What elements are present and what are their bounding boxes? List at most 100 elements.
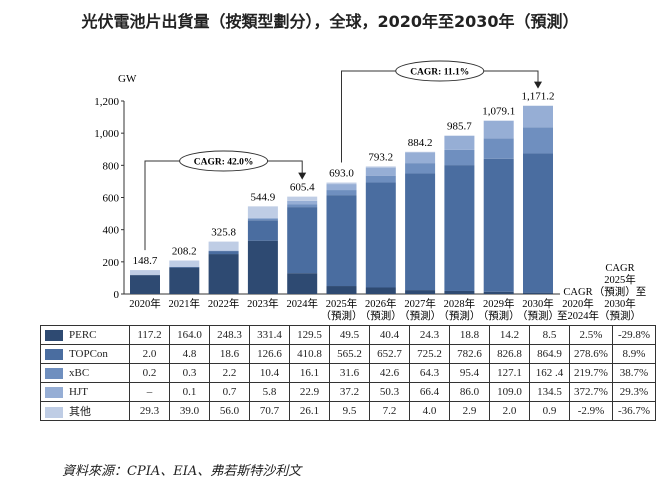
y-tick-label: 200 bbox=[103, 257, 120, 269]
bar-segment-其他 bbox=[208, 241, 239, 251]
bar-segment-HJT bbox=[326, 184, 357, 191]
table-cell: 16.1 bbox=[289, 363, 330, 383]
bar-segment-TOPCon bbox=[365, 182, 396, 288]
legend-swatch bbox=[45, 348, 63, 360]
bar-total-label: 985.7 bbox=[447, 120, 472, 132]
table-cell: 782.6 bbox=[449, 344, 490, 364]
bar-segment-xBC bbox=[405, 163, 436, 174]
bar-segment-PERC bbox=[523, 292, 553, 294]
table-cell: 64.3 bbox=[409, 363, 450, 383]
table-cell: 31.6 bbox=[329, 363, 370, 383]
table-cell: 248.3 bbox=[209, 325, 250, 345]
series-name: PERC bbox=[69, 329, 97, 341]
x-tick-label: 2022年 bbox=[208, 297, 240, 310]
table-cell: 109.0 bbox=[489, 382, 530, 402]
bar-segment-TOPCon bbox=[483, 158, 514, 292]
table-cell: – bbox=[129, 382, 170, 402]
row-label: HJT bbox=[40, 382, 130, 402]
table-cell: 95.4 bbox=[449, 363, 490, 383]
table-row: 其他 29.3 39.0 56.0 70.7 26.1 9.5 7.2 4.0 2.9 2.0 0.9… bbox=[40, 401, 656, 421]
table-row: xBC 0.2 0.3 2.2 10.4 16.1 31.6 42.6 64.3 95.4 127.… bbox=[40, 363, 656, 383]
bar-segment-xBC bbox=[444, 149, 475, 166]
bar-segment-其他 bbox=[326, 182, 357, 185]
table-cell: 2.0 bbox=[129, 344, 170, 364]
bar-segment-xBC bbox=[483, 138, 514, 159]
bar-segment-TOPCon bbox=[444, 165, 475, 291]
x-tick-label-sub: （預測） bbox=[478, 309, 520, 322]
table-cell: 18.6 bbox=[209, 344, 250, 364]
bar-segment-其他 bbox=[365, 166, 396, 168]
cagr-header: （預測）至 bbox=[594, 285, 647, 298]
bar-segment-HJT bbox=[444, 135, 475, 150]
bar-segment-TOPCon bbox=[523, 153, 553, 293]
series-name: TOPCon bbox=[69, 348, 108, 360]
x-tick-label-sub: （預測） bbox=[438, 309, 480, 322]
cagr-header: 2020年 bbox=[562, 297, 594, 310]
x-tick-label: 2021年 bbox=[169, 297, 201, 310]
bar-total-label: 544.9 bbox=[251, 191, 276, 203]
table-cell: 126.6 bbox=[249, 344, 290, 364]
table-cell: 22.9 bbox=[289, 382, 330, 402]
y-tick-label: 1,000 bbox=[94, 128, 119, 140]
cagr-header: 2030年 bbox=[604, 297, 636, 310]
bar-total-label: 884.2 bbox=[408, 137, 433, 149]
bar-total-label: 1,171.2 bbox=[522, 91, 555, 103]
source-note: 資料來源：CPIA、EIA、弗若斯特沙利文 bbox=[62, 464, 302, 479]
x-tick-label: 2029年 bbox=[483, 297, 515, 310]
bar-segment-其他 bbox=[130, 270, 160, 275]
bar-total-label: 793.2 bbox=[368, 151, 393, 163]
y-tick-label: 800 bbox=[103, 160, 120, 172]
bar-total-label: 693.0 bbox=[329, 168, 354, 180]
bar-segment-xBC bbox=[365, 175, 396, 183]
table-cell: 14.2 bbox=[489, 325, 530, 345]
table-cell: 9.5 bbox=[329, 401, 370, 421]
x-tick-label-sub: （預測） bbox=[517, 309, 559, 322]
legend-swatch bbox=[45, 367, 63, 379]
bar-segment-PERC bbox=[444, 290, 475, 294]
stacked-bar-chart: GW 0 200 400 600 800 1,000 1,200 148.7 2020年 208.2… bbox=[94, 60, 647, 322]
bar-segment-其他 bbox=[287, 196, 318, 201]
cagr-cell: -2.9% bbox=[569, 401, 613, 421]
cagr-cell: 372.7% bbox=[569, 382, 613, 402]
cagr-header: （預測） bbox=[599, 309, 641, 322]
y-tick-label: 600 bbox=[103, 193, 120, 205]
x-tick-label-sub: （預測） bbox=[399, 309, 441, 322]
cagr-cell: 2.5% bbox=[569, 325, 613, 345]
bar-segment-xBC bbox=[523, 127, 553, 154]
x-tick-label-sub: （預測） bbox=[360, 309, 402, 322]
table-cell: 5.8 bbox=[249, 382, 290, 402]
bar-segment-其他 bbox=[247, 206, 278, 218]
x-tick-label: 2030年 bbox=[522, 297, 554, 310]
x-tick-label: 2023年 bbox=[247, 297, 279, 310]
chart-title: 光伏電池片出貨量（按類型劃分），全球，2020年至2030年（預測） bbox=[81, 12, 579, 31]
table-cell: 826.8 bbox=[489, 344, 530, 364]
bar-segment-xBC bbox=[326, 190, 357, 196]
bar-segment-HJT bbox=[405, 152, 436, 164]
cagr-cell: 38.7% bbox=[612, 363, 656, 383]
bar-segment-HJT bbox=[483, 120, 514, 139]
cagr-header: CAGR bbox=[605, 263, 634, 274]
arrow-icon bbox=[534, 81, 542, 89]
data-table: PERC 117.2 164.0 248.3 331.4 129.5 49.5 40.4 24.… bbox=[40, 325, 656, 421]
bar-total-label: 605.4 bbox=[290, 182, 315, 194]
cagr-cell: 278.6% bbox=[569, 344, 613, 364]
table-cell: 8.5 bbox=[529, 325, 570, 345]
bar-segment-HJT bbox=[287, 200, 318, 205]
row-label: TOPCon bbox=[40, 344, 130, 364]
bar-segment-TOPCon bbox=[326, 195, 357, 287]
table-cell: 117.2 bbox=[129, 325, 170, 345]
table-cell: 40.4 bbox=[369, 325, 410, 345]
x-tick-label: 2026年 bbox=[365, 297, 397, 310]
table-cell: 127.1 bbox=[489, 363, 530, 383]
bar-total-label: 148.7 bbox=[133, 255, 158, 267]
table-cell: 129.5 bbox=[289, 325, 330, 345]
legend-swatch bbox=[45, 329, 63, 341]
table-cell: 7.2 bbox=[369, 401, 410, 421]
bar-segment-PERC bbox=[326, 286, 357, 294]
table-row: HJT –0.1 0.7 5.8 22.9 37.2 50.3 66.4 86.0 109.0 13… bbox=[40, 382, 656, 402]
table-cell: 2.0 bbox=[489, 401, 530, 421]
legend-swatch bbox=[45, 386, 63, 398]
series-name: HJT bbox=[69, 386, 88, 398]
row-label: PERC bbox=[40, 325, 130, 345]
